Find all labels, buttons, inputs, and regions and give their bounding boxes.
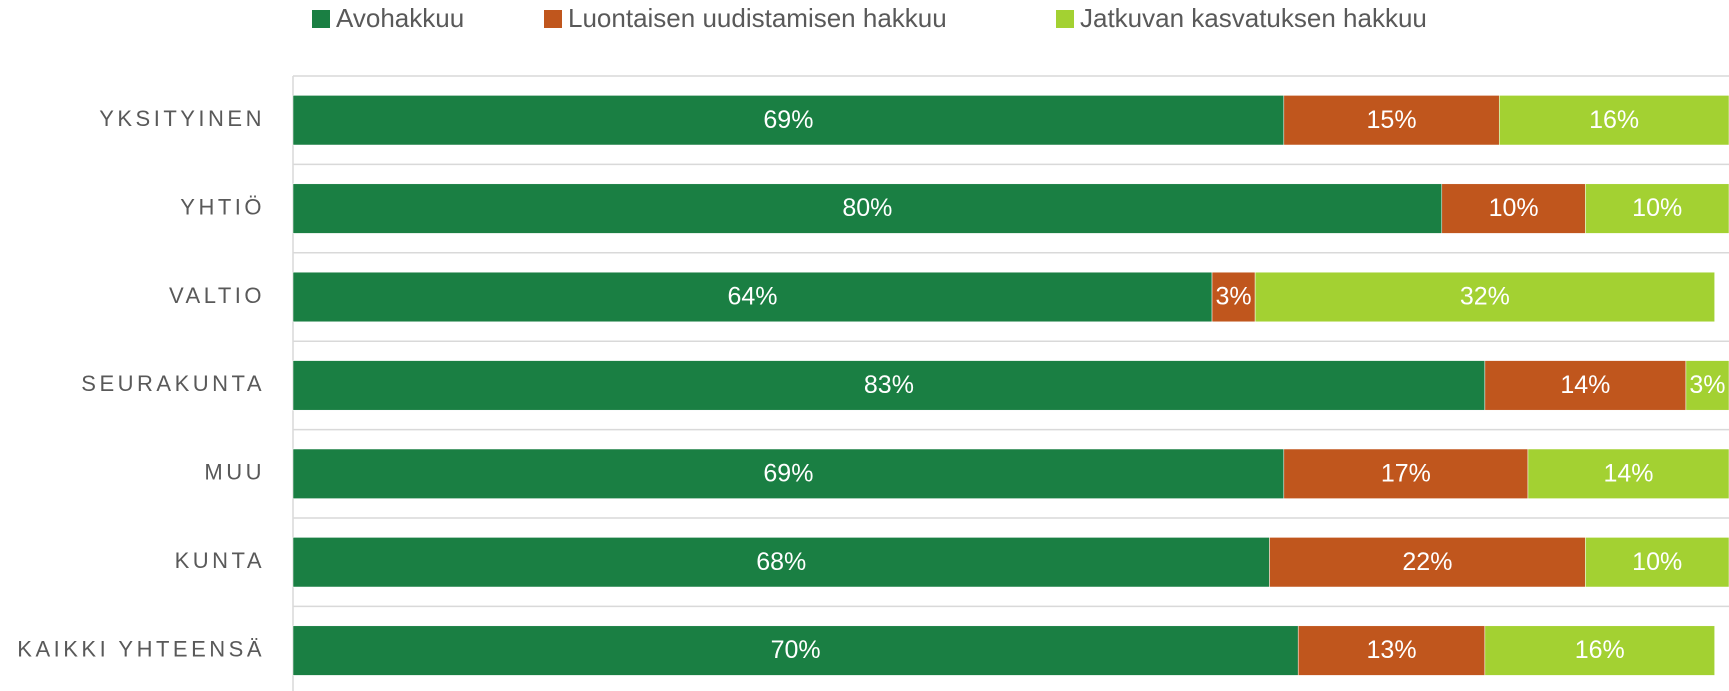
data-label: 22% <box>1402 548 1452 576</box>
bar-segment <box>292 537 1270 588</box>
bar-segment <box>292 448 1285 499</box>
data-label: 13% <box>1367 636 1417 664</box>
legend-swatch <box>1056 10 1074 28</box>
bar-segment <box>1527 448 1729 499</box>
data-label: 14% <box>1603 459 1653 487</box>
data-label: 15% <box>1367 106 1417 134</box>
legend-label: Avohakkuu <box>336 3 464 33</box>
legend-swatch <box>544 10 562 28</box>
bar-segment <box>1297 625 1486 676</box>
data-label: 80% <box>842 194 892 222</box>
data-label: 68% <box>756 548 806 576</box>
bar-segment <box>292 360 1486 411</box>
category-label: KUNTA <box>175 548 265 573</box>
data-label: 64% <box>727 283 777 311</box>
bar-segment <box>1585 183 1729 234</box>
bar-segment <box>1254 271 1715 323</box>
data-label: 10% <box>1632 548 1682 576</box>
category-label: VALTIO <box>169 283 265 308</box>
data-label: 17% <box>1381 459 1431 487</box>
data-label: 3% <box>1689 371 1725 399</box>
bar-segment <box>1484 625 1715 676</box>
bar-segment <box>1283 448 1529 499</box>
category-label: MUU <box>204 460 265 485</box>
data-label: 70% <box>771 636 821 664</box>
category-label: SEURAKUNTA <box>81 371 265 396</box>
legend-swatch <box>312 10 330 28</box>
bar-segment <box>1685 360 1729 411</box>
legend-label: Luontaisen uudistamisen hakkuu <box>568 3 947 33</box>
data-label: 14% <box>1560 371 1610 399</box>
bar-segment <box>1585 537 1729 588</box>
data-label: 16% <box>1575 636 1625 664</box>
bar-segment <box>1269 537 1586 588</box>
bar-segment <box>1211 271 1256 323</box>
category-label: KAIKKI YHTEENSÄ <box>17 636 265 661</box>
data-label: 10% <box>1632 194 1682 222</box>
data-label: 10% <box>1489 194 1539 222</box>
data-label: 16% <box>1589 106 1639 134</box>
data-label: 83% <box>864 371 914 399</box>
data-label: 69% <box>763 459 813 487</box>
bar-segment <box>1498 95 1729 146</box>
bar-segment <box>1484 360 1687 411</box>
bar-segment <box>292 271 1213 323</box>
category-label: YHTIÖ <box>180 194 265 219</box>
legend-label: Jatkuvan kasvatuksen hakkuu <box>1080 3 1427 33</box>
category-label: YKSITYINEN <box>99 106 265 131</box>
bar-segment <box>1283 95 1500 146</box>
bar-segment <box>292 95 1285 146</box>
bar-segment <box>292 625 1299 676</box>
data-label: 32% <box>1460 283 1510 311</box>
data-label: 69% <box>763 106 813 134</box>
data-label: 3% <box>1216 283 1252 311</box>
